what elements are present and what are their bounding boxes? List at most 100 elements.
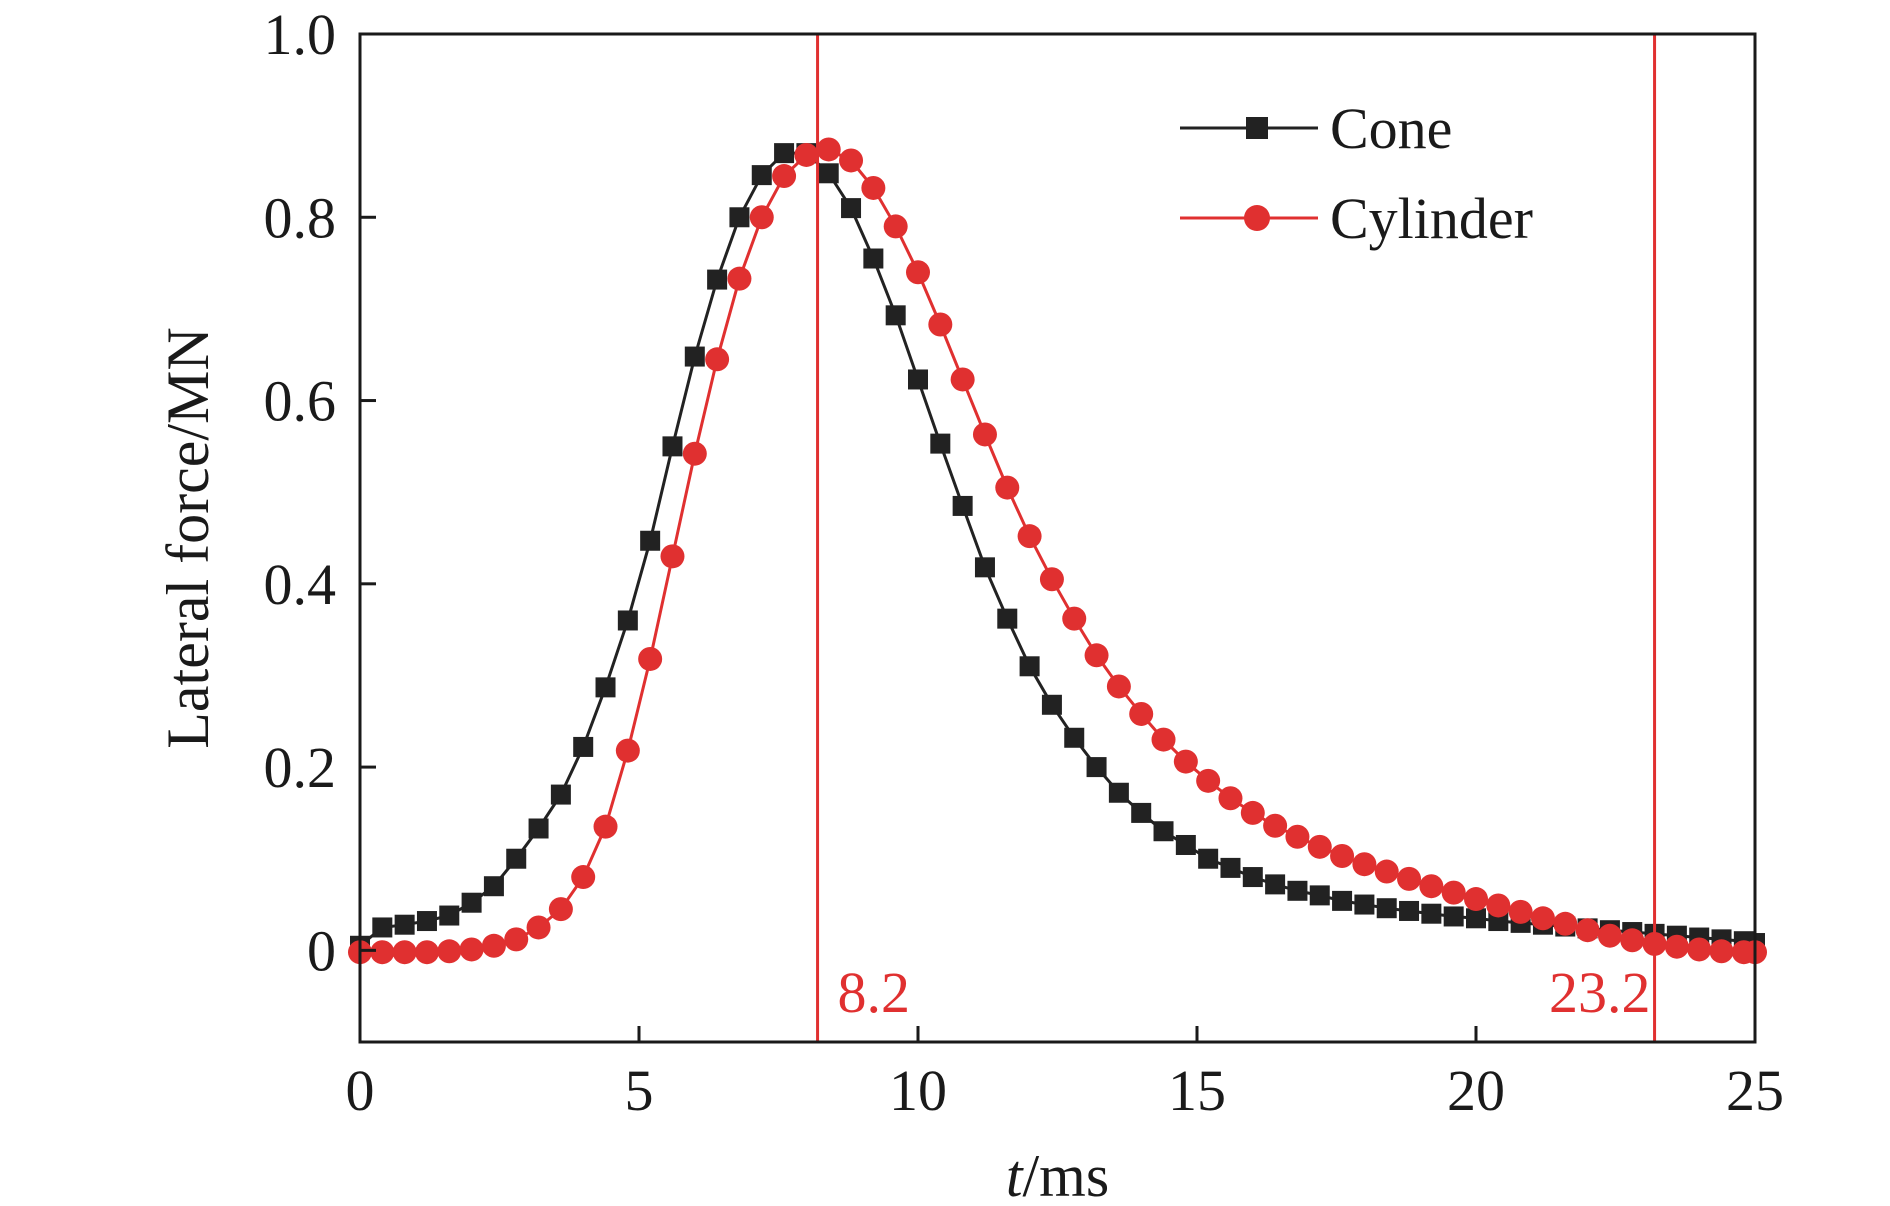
data-point-cylinder <box>1508 899 1533 924</box>
x-tick-label: 10 <box>889 1058 947 1123</box>
legend-marker-cylinder <box>1244 205 1270 231</box>
data-point-cylinder <box>1084 643 1109 668</box>
data-point-cylinder <box>1240 800 1265 825</box>
data-point-cylinder <box>1263 813 1288 838</box>
data-point-cylinder <box>1374 859 1399 884</box>
data-point-cylinder <box>1687 937 1712 962</box>
data-point-cone <box>416 911 437 932</box>
data-point-cone <box>1421 903 1442 924</box>
x-tick-label: 25 <box>1726 1058 1784 1123</box>
data-point-cone <box>1466 908 1486 929</box>
data-point-cone <box>707 269 728 290</box>
data-point-cylinder <box>459 937 484 962</box>
data-point-cone <box>573 736 594 757</box>
data-point-cone <box>1376 898 1397 919</box>
x-tick-label: 0 <box>346 1058 375 1123</box>
data-point-cylinder <box>1218 786 1243 811</box>
data-point-cone <box>1242 867 1263 888</box>
x-tick-label: 15 <box>1168 1058 1226 1123</box>
data-point-cylinder <box>414 940 439 965</box>
data-point-cylinder <box>1017 524 1042 549</box>
data-point-cone <box>1041 694 1062 715</box>
reference-line-label: 8.2 <box>838 960 911 1025</box>
data-point-cone <box>684 346 705 367</box>
data-point-cylinder <box>1664 934 1689 959</box>
data-point-cone <box>774 143 795 164</box>
data-point-cylinder <box>1486 893 1511 918</box>
data-point-cone <box>997 608 1018 629</box>
data-point-cylinder <box>1151 727 1176 752</box>
data-point-cylinder <box>1464 887 1488 912</box>
data-point-cylinder <box>772 164 797 189</box>
data-point-cylinder <box>481 933 506 958</box>
data-point-cylinder <box>1285 824 1310 849</box>
data-point-cone <box>528 818 549 839</box>
data-point-cone <box>729 207 750 228</box>
y-tick-label: 0 <box>307 918 336 983</box>
data-point-cylinder <box>1620 928 1645 953</box>
legend-marker-cone <box>1246 117 1268 139</box>
data-point-cylinder <box>1307 834 1332 859</box>
data-point-cylinder <box>682 441 707 466</box>
data-point-cone <box>1131 802 1152 823</box>
data-point-cylinder <box>727 266 752 291</box>
data-point-cylinder <box>615 738 640 763</box>
data-point-cylinder <box>1106 674 1131 699</box>
data-point-cylinder <box>1530 906 1555 931</box>
data-point-cone <box>1108 782 1129 803</box>
plot-marks: 8.2 23.2 <box>348 34 1767 1042</box>
data-point-cone <box>640 530 661 551</box>
data-point-cylinder <box>1397 866 1422 891</box>
data-point-cylinder <box>794 142 819 167</box>
data-point-cylinder <box>593 814 618 839</box>
data-point-cone <box>662 436 683 457</box>
data-point-cone <box>439 905 460 926</box>
data-point-cone <box>461 892 482 913</box>
data-point-cylinder <box>548 897 573 922</box>
data-point-cylinder <box>504 927 529 952</box>
data-point-cone <box>595 677 616 698</box>
data-point-cylinder <box>1330 843 1355 868</box>
data-point-cone <box>841 198 862 219</box>
axes: 0 5 10 15 20 25 0 0.2 0.4 0.6 0.8 1.0 <box>264 2 1785 1123</box>
data-point-cylinder <box>1441 880 1466 905</box>
y-tick-label: 0.4 <box>264 552 337 617</box>
data-point-cone <box>506 848 527 869</box>
legend-label-cone: Cone <box>1330 96 1452 161</box>
data-point-cylinder <box>1039 567 1064 592</box>
x-tick-label: 20 <box>1447 1058 1505 1123</box>
data-point-cylinder <box>705 347 730 372</box>
data-point-cylinder <box>638 646 663 671</box>
data-point-cone <box>1287 880 1308 901</box>
data-point-cylinder <box>660 544 685 569</box>
data-point-cylinder <box>1352 852 1377 877</box>
data-point-cone <box>818 163 839 184</box>
data-point-cone <box>930 433 951 454</box>
data-point-cylinder <box>1597 923 1622 948</box>
data-point-cylinder <box>1553 911 1578 936</box>
y-tick-label: 0.8 <box>264 185 337 250</box>
data-point-cylinder <box>950 367 975 392</box>
data-point-cone <box>1064 727 1085 748</box>
data-point-cylinder <box>370 940 395 965</box>
data-point-cone <box>1354 894 1375 915</box>
legend-label-cylinder: Cylinder <box>1330 186 1533 251</box>
data-point-cone <box>885 305 906 326</box>
data-point-cone <box>394 914 415 935</box>
data-point-cone <box>974 557 995 578</box>
data-point-cylinder <box>928 312 953 337</box>
x-axis-title-italic: t <box>1006 1143 1024 1206</box>
data-point-cone <box>550 784 571 805</box>
data-point-cylinder <box>1419 874 1444 899</box>
data-point-cone <box>1332 890 1353 911</box>
data-point-cone <box>1220 857 1241 878</box>
data-point-cylinder <box>1709 939 1734 964</box>
data-point-cone <box>1198 848 1219 869</box>
x-axis-title: t/ms <box>1006 1143 1109 1206</box>
data-point-cylinder <box>437 939 462 964</box>
data-point-cylinder <box>861 175 886 200</box>
y-tick-label: 0.2 <box>264 735 337 800</box>
data-point-cylinder <box>906 260 930 285</box>
data-point-cone <box>1175 834 1196 855</box>
